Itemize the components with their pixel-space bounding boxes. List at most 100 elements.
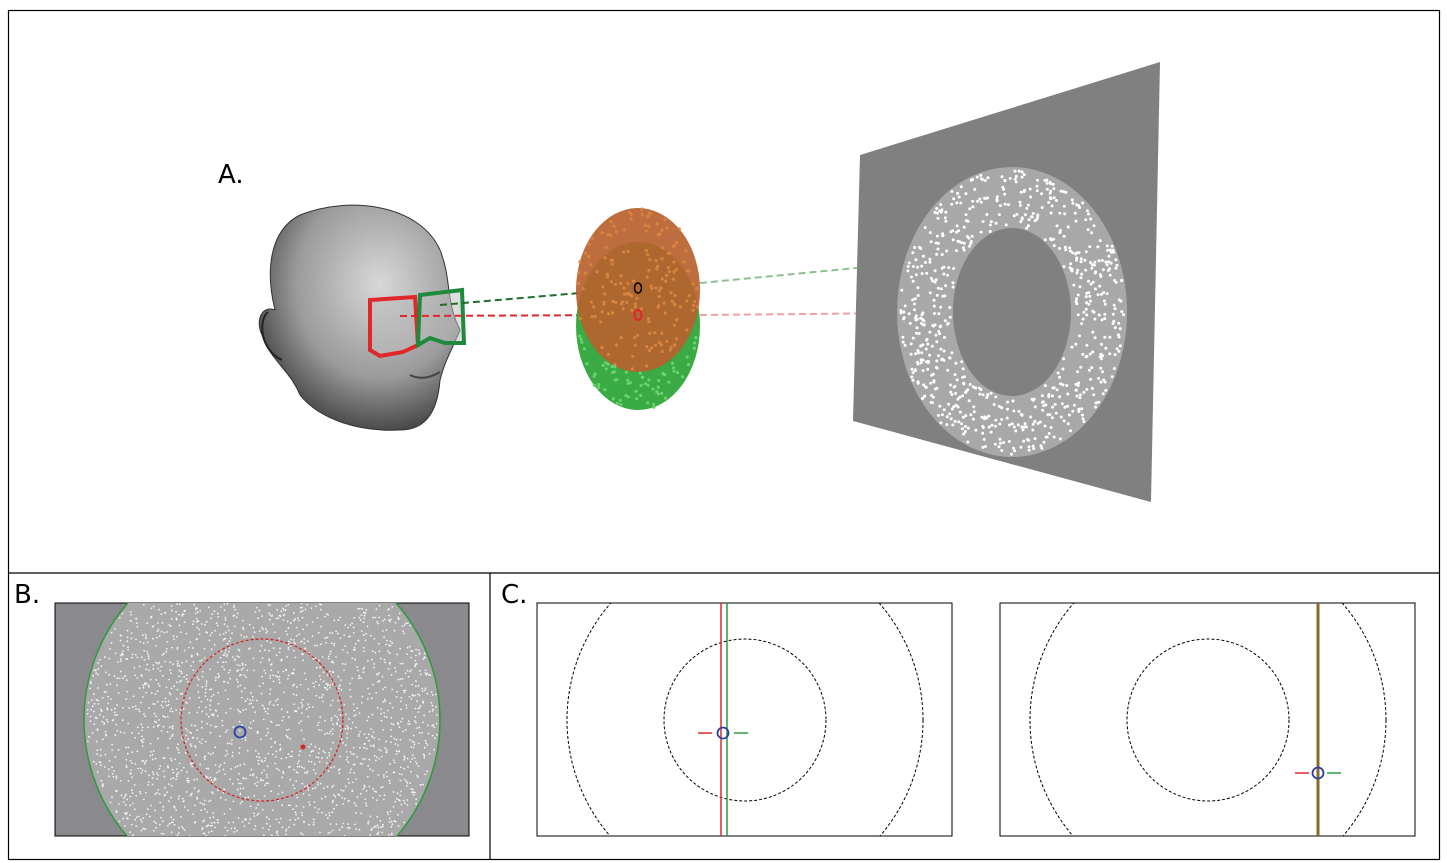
dot [316,644,319,647]
dot [394,800,396,803]
dot [663,311,667,315]
dot [270,720,272,723]
dot [173,824,176,826]
dot [338,687,341,690]
dot [360,614,363,617]
dot [301,606,304,609]
dot [320,797,323,800]
dot [185,660,188,663]
dot [385,629,388,631]
dot [367,687,369,690]
dot [989,430,993,434]
dot [171,768,174,771]
dot [619,281,623,285]
dot [601,363,605,368]
dot [1011,399,1015,403]
dot [1088,245,1092,249]
dot [622,228,626,232]
dot [1062,265,1066,269]
dot [293,668,295,671]
dot [303,642,306,645]
dot [922,383,926,387]
dot [1090,266,1094,270]
dot [164,793,167,796]
dot [619,403,623,407]
dot [107,768,110,770]
dot [104,730,107,733]
dot [204,755,207,758]
dot [236,612,239,615]
dot [265,773,268,776]
dot [343,634,346,636]
dot [1028,187,1032,191]
dot [164,697,167,700]
dot [287,648,290,651]
dot [627,291,631,295]
dot [294,811,297,814]
dot [1023,425,1026,429]
dot [1085,313,1089,317]
dot [1052,244,1056,248]
dot [193,787,196,789]
dot [189,743,192,746]
dot [406,622,409,625]
dot [343,669,345,671]
dot [1077,381,1081,385]
dot [615,378,619,382]
dot [410,770,412,773]
dot [355,828,357,830]
dot [1067,413,1071,417]
dot [109,683,112,685]
dot [685,299,689,303]
dot [1092,393,1096,397]
dot [238,752,241,755]
dot [349,688,351,691]
dot [329,653,331,655]
dot [971,385,975,389]
dot [98,658,101,661]
dot [196,652,199,655]
dot [300,811,303,814]
dot [368,758,371,761]
dot [187,780,190,782]
dot [232,800,235,803]
dot [129,804,132,807]
dot [969,239,973,243]
dot [305,772,308,774]
dot [312,787,314,790]
dot [205,682,208,685]
dot [86,712,89,715]
dot [924,347,928,351]
dot [1102,291,1106,295]
dot [274,740,277,743]
dot [422,783,425,786]
dot [321,656,324,658]
dot [418,694,421,697]
dot [997,213,1001,217]
dot [175,635,178,638]
dot [937,354,940,358]
dot [1100,342,1103,346]
dot [983,445,987,448]
fixation [233,725,247,739]
dot [935,252,939,256]
dot [213,777,216,779]
dot [1047,201,1051,204]
dot [156,630,159,633]
dot [406,653,409,655]
dot [258,685,261,688]
dot [171,710,174,713]
dot [113,711,116,714]
dot [397,825,400,827]
dot [403,802,406,805]
dot [262,834,265,836]
dot [207,800,210,803]
dot [923,226,927,230]
dot [921,369,925,372]
dot [361,695,364,698]
outer-boundary [1029,603,1387,836]
dot [224,649,227,651]
dot [196,637,199,640]
dot [238,729,241,732]
dot [197,790,199,793]
